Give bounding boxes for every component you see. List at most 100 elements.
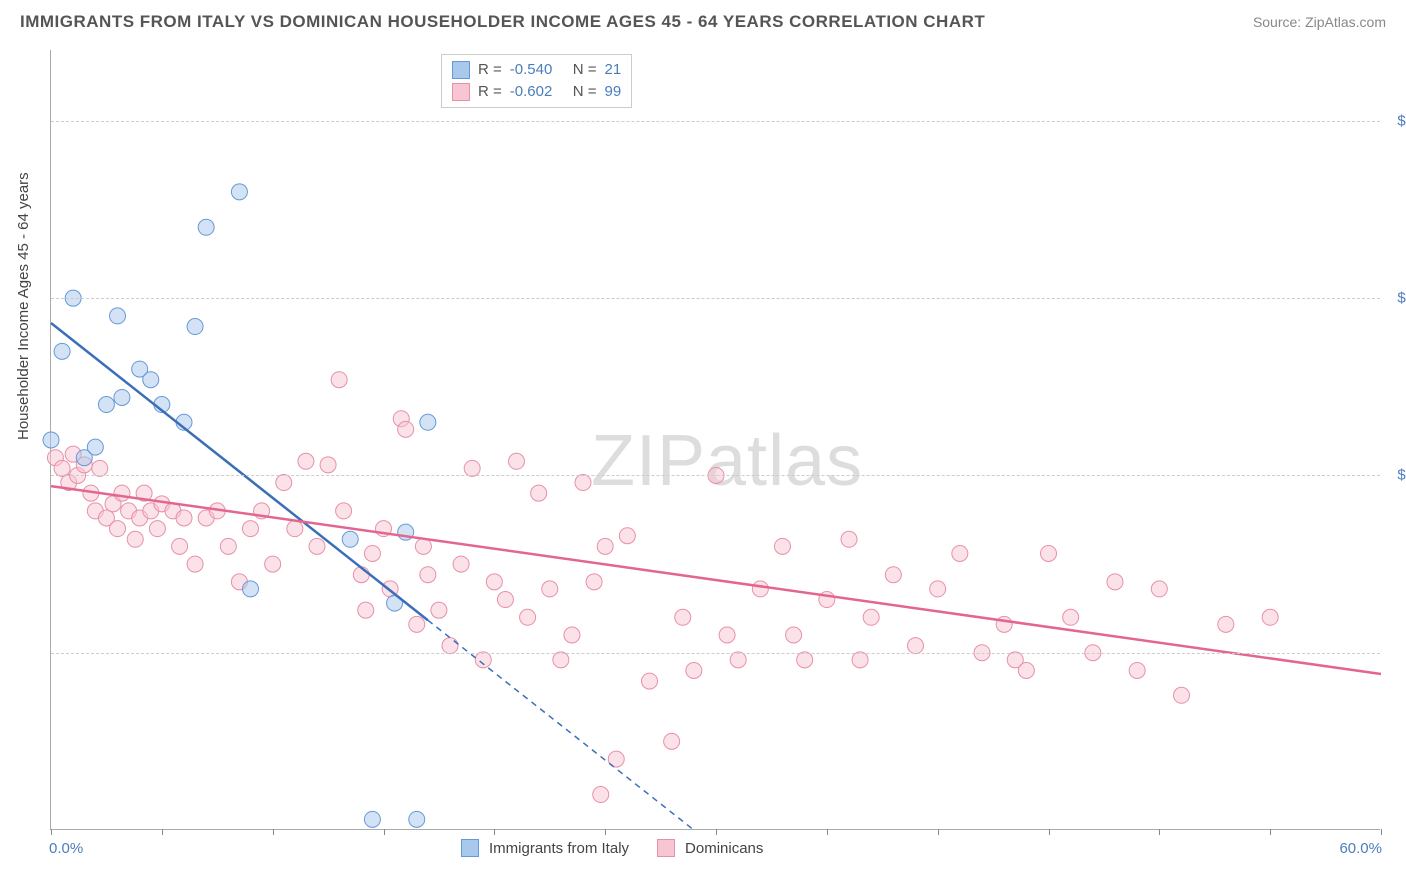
series-legend: Immigrants from ItalyDominicans <box>461 839 781 857</box>
data-point <box>863 609 879 625</box>
regression-line <box>51 486 1381 674</box>
data-point <box>342 531 358 547</box>
data-point <box>243 521 259 537</box>
data-point <box>719 627 735 643</box>
data-point <box>358 602 374 618</box>
data-point <box>1174 687 1190 703</box>
legend-n-value: 99 <box>605 81 622 103</box>
legend-r-label: R = <box>478 59 502 81</box>
source-attribution: Source: ZipAtlas.com <box>1253 14 1386 30</box>
data-point <box>908 638 924 654</box>
y-axis-tick-label: $100,000 <box>1397 467 1406 484</box>
x-axis-tick <box>384 829 385 835</box>
data-point <box>1041 545 1057 561</box>
x-axis-tick <box>51 829 52 835</box>
x-axis-tick <box>1270 829 1271 835</box>
data-point <box>1151 581 1167 597</box>
data-point <box>497 592 513 608</box>
y-axis-label: Householder Income Ages 45 - 64 years <box>15 172 32 440</box>
data-point <box>1262 609 1278 625</box>
data-point <box>664 733 680 749</box>
data-point <box>1063 609 1079 625</box>
gridline <box>51 298 1380 299</box>
data-point <box>775 538 791 554</box>
data-point <box>475 652 491 668</box>
x-axis-tick <box>1159 829 1160 835</box>
gridline <box>51 475 1380 476</box>
data-point <box>398 421 414 437</box>
data-point <box>575 475 591 491</box>
x-axis-max-label: 60.0% <box>1339 840 1382 857</box>
data-point <box>486 574 502 590</box>
data-point <box>110 308 126 324</box>
plot-area: ZIPatlas R =-0.540N =21R =-0.602N =99 0.… <box>50 50 1380 830</box>
legend-n-label: N = <box>573 81 597 103</box>
data-point <box>243 581 259 597</box>
data-point <box>1018 662 1034 678</box>
gridline <box>51 653 1380 654</box>
data-point <box>364 811 380 827</box>
data-point <box>176 510 192 526</box>
x-axis-tick <box>1049 829 1050 835</box>
data-point <box>509 453 525 469</box>
data-point <box>198 219 214 235</box>
data-point <box>87 439 103 455</box>
legend-n-label: N = <box>573 59 597 81</box>
data-point <box>415 538 431 554</box>
data-point <box>149 521 165 537</box>
legend-swatch <box>461 839 479 857</box>
data-point <box>593 787 609 803</box>
legend-n-value: 21 <box>605 59 622 81</box>
data-point <box>520 609 536 625</box>
data-point <box>420 414 436 430</box>
data-point <box>531 485 547 501</box>
data-point <box>298 453 314 469</box>
legend-swatch <box>657 839 675 857</box>
data-point <box>98 397 114 413</box>
data-point <box>952 545 968 561</box>
x-axis-tick <box>605 829 606 835</box>
data-point <box>553 652 569 668</box>
correlation-legend: R =-0.540N =21R =-0.602N =99 <box>441 54 632 108</box>
data-point <box>885 567 901 583</box>
x-axis-tick <box>1381 829 1382 835</box>
legend-r-value: -0.540 <box>510 59 565 81</box>
data-point <box>409 811 425 827</box>
data-point <box>564 627 580 643</box>
legend-swatch <box>452 83 470 101</box>
data-point <box>114 389 130 405</box>
data-point <box>841 531 857 547</box>
data-point <box>852 652 868 668</box>
x-axis-tick <box>938 829 939 835</box>
data-point <box>1218 616 1234 632</box>
data-point <box>431 602 447 618</box>
legend-r-value: -0.602 <box>510 81 565 103</box>
y-axis-tick-label: $200,000 <box>1397 112 1406 129</box>
data-point <box>442 638 458 654</box>
data-point <box>220 538 236 554</box>
x-axis-tick <box>494 829 495 835</box>
data-point <box>586 574 602 590</box>
data-point <box>930 581 946 597</box>
y-axis-tick-label: $150,000 <box>1397 290 1406 307</box>
data-point <box>309 538 325 554</box>
data-point <box>187 319 203 335</box>
data-point <box>231 184 247 200</box>
data-point <box>336 503 352 519</box>
data-point <box>127 531 143 547</box>
x-axis-tick <box>273 829 274 835</box>
data-point <box>143 372 159 388</box>
data-point <box>92 460 108 476</box>
scatter-plot-svg <box>51 50 1380 829</box>
data-point <box>187 556 203 572</box>
data-point <box>619 528 635 544</box>
data-point <box>172 538 188 554</box>
data-point <box>54 343 70 359</box>
data-point <box>364 545 380 561</box>
chart-title: IMMIGRANTS FROM ITALY VS DOMINICAN HOUSE… <box>20 12 985 32</box>
data-point <box>409 616 425 632</box>
data-point <box>114 485 130 501</box>
data-point <box>1107 574 1123 590</box>
data-point <box>276 475 292 491</box>
data-point <box>287 521 303 537</box>
